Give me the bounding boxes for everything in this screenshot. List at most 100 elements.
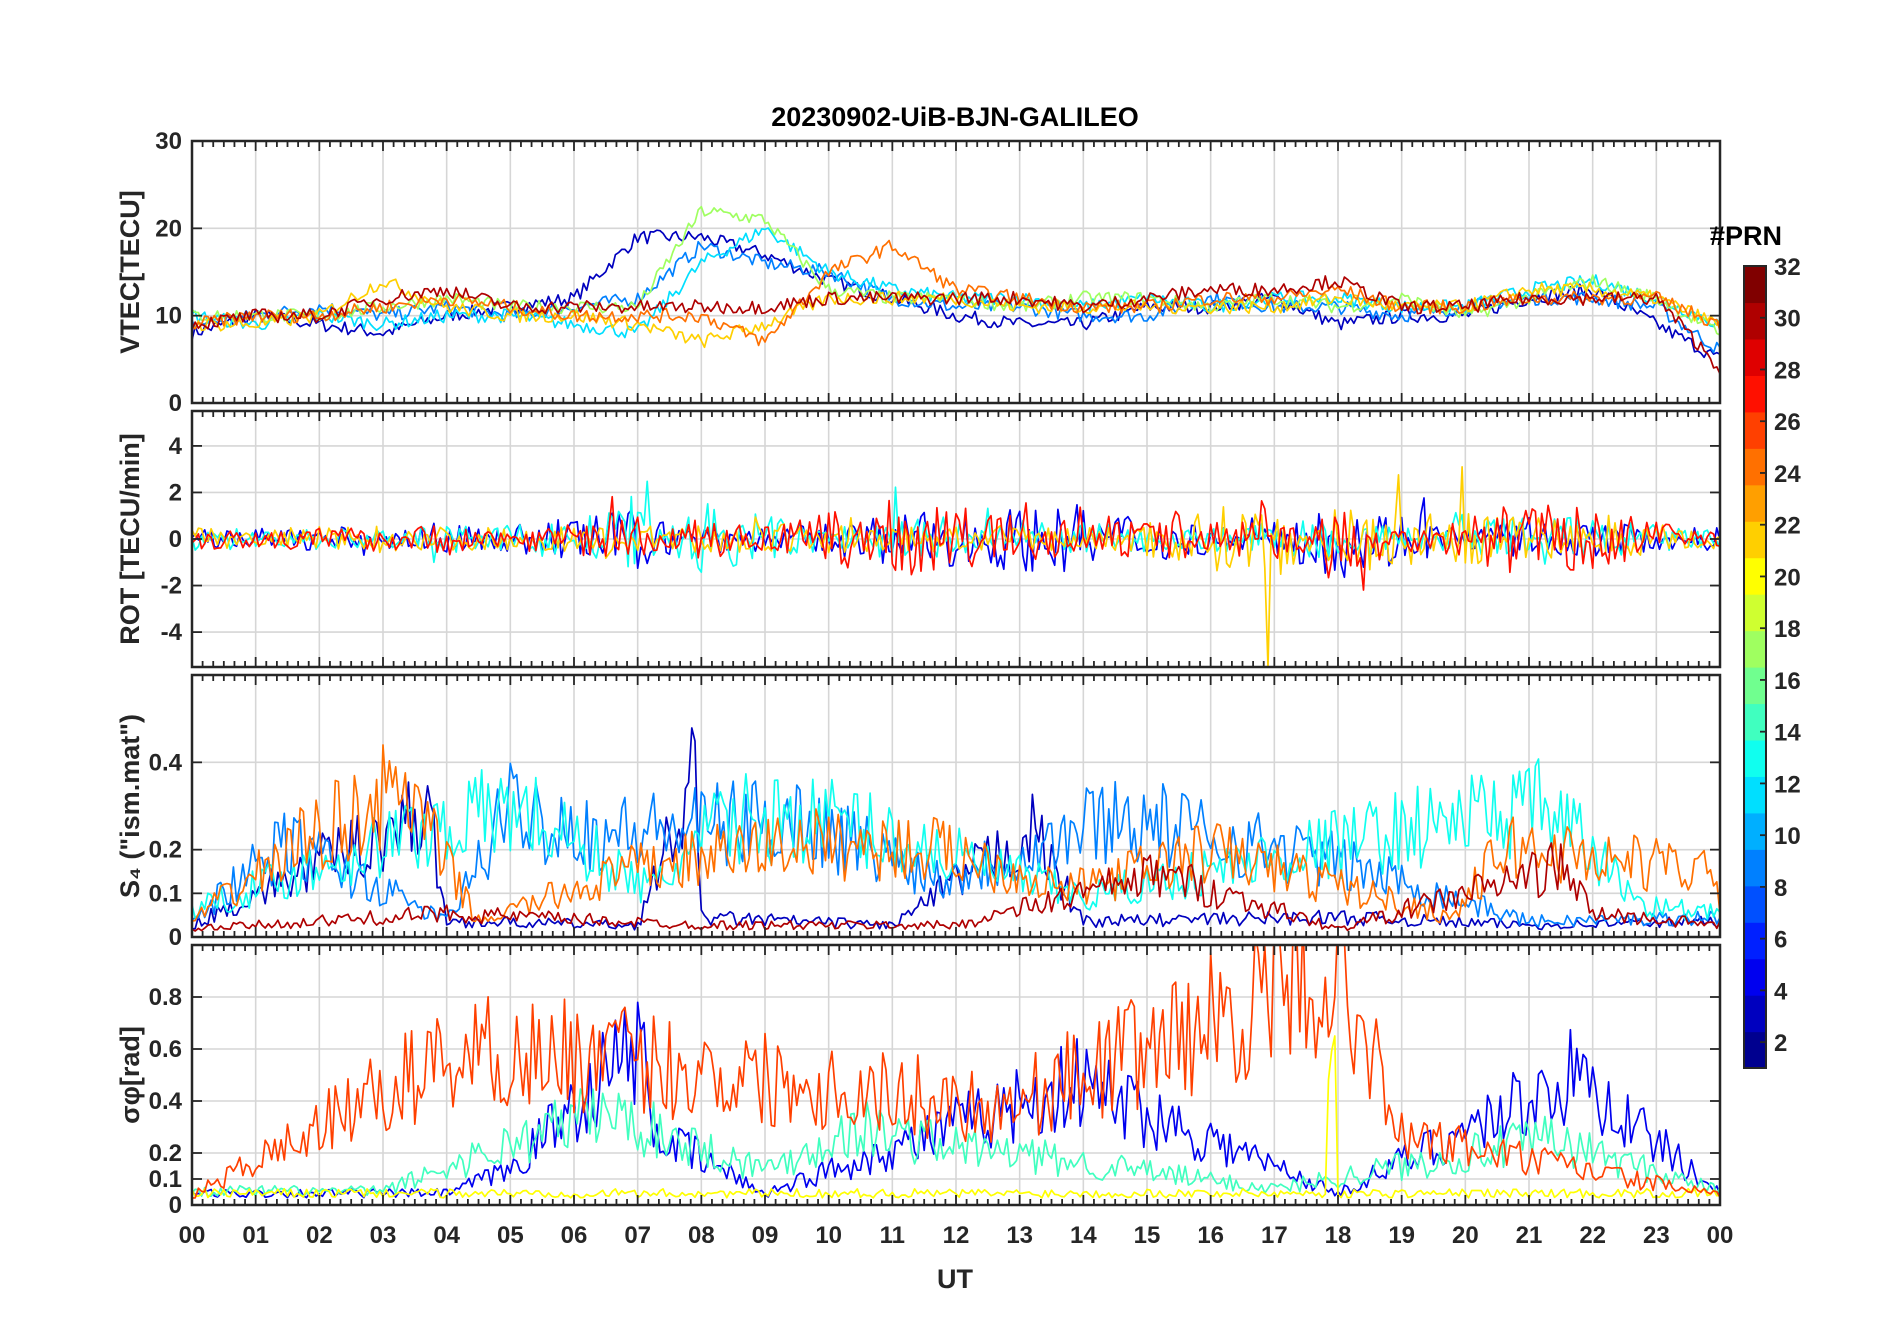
x-tick-label: 17 [1261,1222,1288,1249]
rot-panel: -4 -2 0 2 4 ROT [TECU/min] [115,409,1722,669]
y-tick-label: 0 [169,924,182,951]
x-tick-label: 02 [306,1222,333,1249]
series-line-prn-26 [192,945,1720,1199]
x-tick-label: 09 [752,1222,779,1249]
colorbar-segment [1744,776,1766,814]
colorbar-title: #PRN [1710,221,1782,251]
x-tick-label: 04 [433,1222,460,1249]
y-tick-label: 0 [169,1192,182,1219]
colorbar-tick-label: 6 [1774,927,1787,954]
y-tick-label: 20 [155,215,182,242]
x-tick-label: 06 [561,1222,588,1249]
s4-panel: 0 0.1 0.2 0.4 S₄ ("ism.mat") [115,673,1722,951]
series-line-prn-13 [192,758,1720,921]
x-tick-label: 20 [1452,1222,1479,1249]
colorbar-segment [1744,484,1766,522]
y-tick-label: 0.6 [149,1036,182,1063]
y-tick-label: 0 [169,526,182,553]
x-axis-ticks: 00 01 02 03 04 05 06 07 08 09 10 11 12 13 14 15 16 17 18 19… [179,1222,1734,1249]
rot-ylabel: ROT [TECU/min] [115,433,145,644]
x-tick-label: 11 [880,1222,905,1249]
colorbar-tick-label: 20 [1774,564,1801,591]
x-tick-label: 14 [1070,1222,1097,1249]
y-tick-label: 0.4 [149,1088,183,1115]
x-tick-label: 03 [370,1222,397,1249]
colorbar-segment [1744,703,1766,741]
vtec-ylabel: VTEC[TECU] [115,190,145,354]
sigma-phi-ylabel: σφ[rad] [115,1026,145,1124]
x-tick-label: 05 [497,1222,524,1249]
colorbar-segment [1744,521,1766,559]
series-line-prn-21 [192,466,1720,667]
colorbar-segment [1744,958,1766,996]
colorbar-segment [1744,594,1766,632]
colorbar-segment [1744,995,1766,1033]
x-tick-label: 23 [1643,1222,1670,1249]
colorbar-segment [1744,630,1766,668]
x-tick-label: 22 [1579,1222,1606,1249]
series-line-prn-30 [192,275,1720,375]
colorbar-tick-label: 12 [1774,771,1801,798]
y-tick-label: 0.1 [149,880,182,907]
y-tick-label: -4 [161,619,183,646]
colorbar-tick-label: 28 [1774,357,1801,384]
x-tick-label: 07 [624,1222,651,1249]
colorbar-frame [1743,265,1767,1069]
series-line-prn-25 [192,744,1720,924]
series-line-prn-31 [192,842,1720,932]
x-tick-label: 19 [1388,1222,1415,1249]
y-tick-label: -2 [161,573,182,600]
y-tick-label: 30 [155,128,182,155]
colorbar-tick-label: 8 [1774,875,1787,902]
series-line-prn-25 [192,239,1720,347]
y-tick-label: 0.4 [149,749,183,776]
sigma-phi-panel: 00.10.2 0.4 0.6 0.8 σφ[rad] [115,943,1722,1219]
colorbar-segment [1744,338,1766,376]
x-tick-label: 16 [1197,1222,1224,1249]
colorbar-tick-label: 14 [1774,720,1801,747]
series-line-prn-14 [192,1088,1720,1198]
y-tick-label: 0.2 [149,837,182,864]
y-tick-label: 10 [155,303,182,330]
s4-ylabel: S₄ ("ism.mat") [115,714,145,898]
colorbar-segment [1744,885,1766,923]
y-tick-label: 4 [169,433,183,460]
x-tick-label: 00 [179,1222,206,1249]
colorbar-tick-label: 16 [1774,668,1801,695]
colorbar-segment [1744,739,1766,777]
colorbar-segment [1744,667,1766,705]
y-tick-label: 2 [169,479,182,506]
colorbar-tick-label: 30 [1774,306,1801,333]
series-line-prn-27 [192,495,1720,591]
colorbar-segment [1744,302,1766,340]
colorbar-segment [1744,1031,1766,1069]
x-tick-label: 12 [943,1222,970,1249]
colorbar-segment [1744,411,1766,449]
colorbar-tick-label: 4 [1774,978,1788,1005]
colorbar-tick-label: 26 [1774,409,1801,436]
x-tick-label: 13 [1006,1222,1033,1249]
colorbar-segment [1744,922,1766,960]
colorbar-tick-label: 18 [1774,616,1801,643]
colorbar-segment [1744,812,1766,850]
x-tick-label: 21 [1516,1222,1543,1249]
colorbar-segment [1744,375,1766,413]
x-tick-label: 01 [242,1222,269,1249]
y-tick-label: 0.2 [149,1140,182,1167]
colorbar-tick-label: 24 [1774,461,1801,488]
vtec-panel: 0 10 20 30 VTEC[TECU] [115,128,1722,417]
colorbar-tick-label: 2 [1774,1030,1787,1057]
x-axis-label: UT [937,1264,973,1294]
x-tick-label: 08 [688,1222,715,1249]
colorbar-segment [1744,557,1766,595]
colorbar-segment [1744,266,1766,304]
colorbar-tick-label: 10 [1774,823,1801,850]
chart-title: 20230902-UiB-BJN-GALILEO [771,102,1139,132]
x-tick-label: 10 [815,1222,842,1249]
y-tick-label: 0 [169,390,182,417]
x-tick-label: 18 [1325,1222,1352,1249]
y-tick-label: 0.8 [149,984,182,1011]
colorbar-segment [1744,849,1766,887]
